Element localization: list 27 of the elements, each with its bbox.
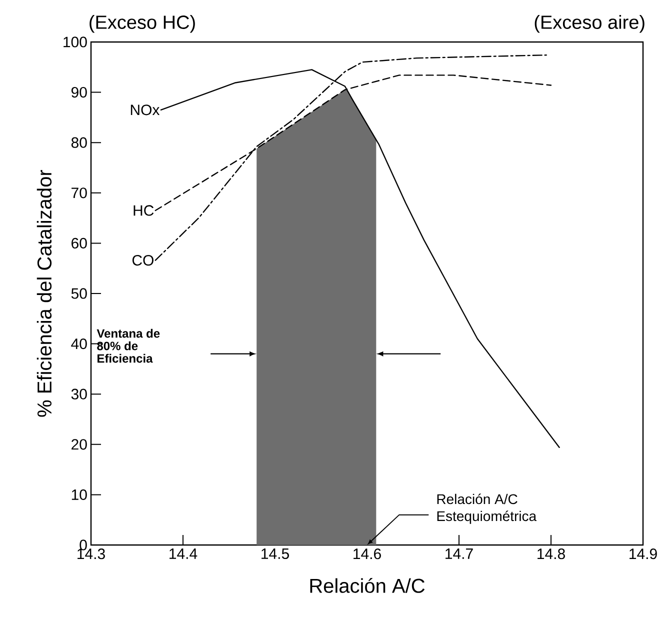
y-axis-title: % Eficiencia del Catalizador — [36, 170, 52, 417]
x-tick-label: 14.7 — [446, 548, 473, 559]
x-axis-title: Relación A/C — [310, 578, 425, 593]
y-tick-label: 0 — [80, 540, 87, 550]
x-tick-label: 14.3 — [78, 548, 105, 560]
y-tick-label: 90 — [71, 86, 87, 98]
y-tick-label: 10 — [72, 489, 87, 500]
annotation: Relación A/C Estequiométrica — [437, 494, 537, 524]
y-tick-label: 70 — [72, 188, 87, 198]
text: (Exceso aire) — [534, 15, 644, 33]
x-tick-label: 14.9 — [630, 548, 657, 560]
text: (Exceso HC) — [90, 15, 195, 33]
annotation: Ventana de 80% de Eficiencia — [96, 328, 160, 363]
y-tick-label: 80 — [71, 137, 87, 148]
y-tick-label: 20 — [72, 439, 87, 450]
x-tick-label: 14.6 — [354, 548, 381, 560]
series-label: NOx — [130, 104, 160, 116]
y-tick-label: 60 — [72, 238, 87, 248]
y-tick-label: 100 — [64, 36, 87, 48]
x-tick-label: 14.8 — [538, 548, 565, 560]
y-tick-label: 50 — [71, 288, 87, 299]
series-label: HC — [134, 205, 154, 216]
series-label: CO — [132, 254, 154, 266]
y-tick-label: 40 — [71, 338, 87, 350]
x-tick-label: 14.5 — [262, 548, 289, 559]
y-tick-label: 30 — [71, 388, 87, 400]
x-tick-label: 14.4 — [170, 548, 198, 559]
